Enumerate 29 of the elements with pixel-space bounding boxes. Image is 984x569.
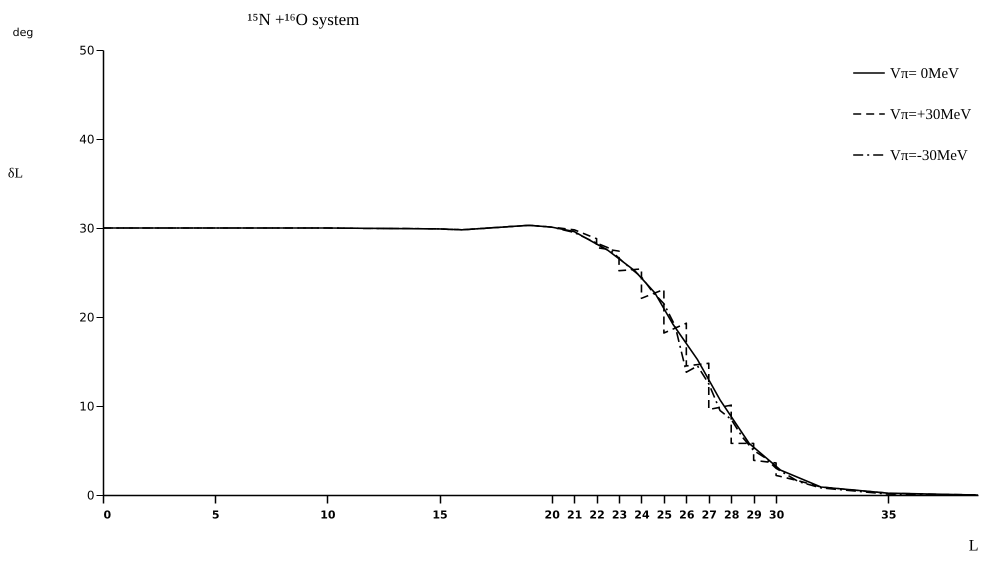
x-tick-label: 35 (881, 508, 896, 522)
text: deg (12, 26, 34, 39)
x-tick-label: 22 (589, 508, 605, 522)
legend-label: Vπ=+30MeV (890, 107, 972, 123)
x-tick-label: 20 (544, 508, 560, 522)
x-tick-label: 21 (567, 508, 582, 522)
x-tick-label: 23 (612, 508, 628, 522)
y-tick-label: 10 (79, 400, 94, 414)
x-tick-label: 25 (656, 508, 672, 522)
y-tick-label: 30 (79, 222, 94, 236)
y-tick-label: 40 (79, 132, 94, 146)
x-tick-label: 27 (702, 508, 717, 522)
x-tick-label: 28 (724, 508, 740, 522)
x-tick-label: 15 (432, 508, 448, 522)
x-tick-label: 24 (634, 508, 650, 522)
legend-label: Vπ= 0MeV (890, 66, 960, 82)
legend-label: Vπ=-30MeV (890, 148, 968, 164)
x-tick-label: 0 (104, 508, 112, 522)
y-tick-label: 0 (86, 488, 94, 502)
x-tick-label: 5 (212, 508, 220, 522)
x-tick-label: 29 (746, 508, 762, 522)
x-tick-label: 10 (320, 508, 336, 522)
y-axis-title: δL (8, 166, 24, 182)
y-tick-label: 50 (79, 44, 94, 58)
x-axis-title: L (968, 538, 978, 554)
y-tick-label: 20 (79, 310, 94, 324)
x-tick-label: 30 (768, 508, 785, 522)
chart-title: ¹⁵N +¹⁶O system (247, 10, 360, 29)
x-tick-label: 26 (679, 508, 695, 522)
